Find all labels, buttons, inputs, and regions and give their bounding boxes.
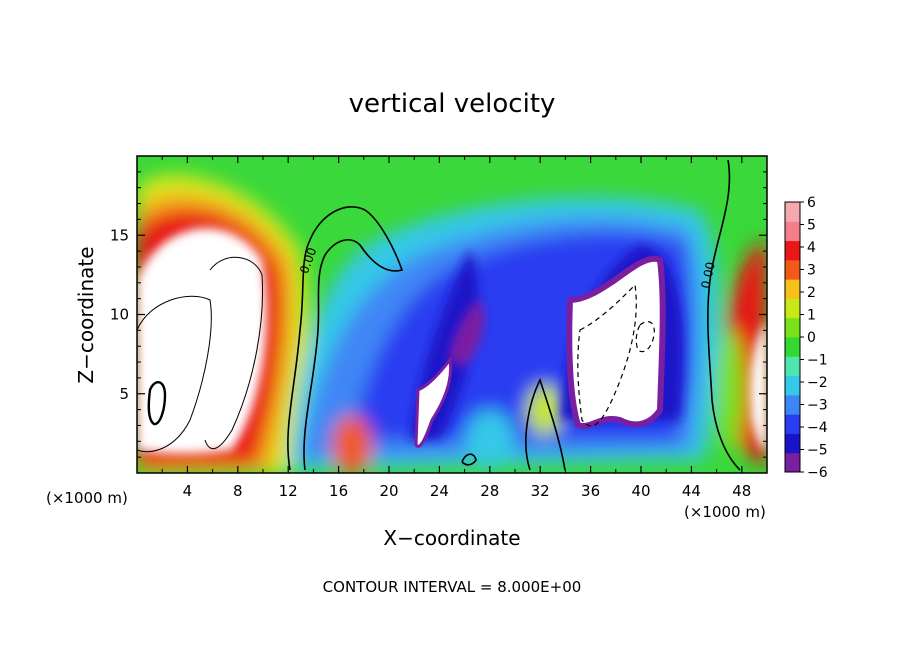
x-axis-label: X−coordinate xyxy=(383,526,520,550)
y-tick-label: 15 xyxy=(110,226,129,244)
colorbar-label: 1 xyxy=(807,308,816,324)
colorbar-swatch xyxy=(785,259,800,280)
colorbar-label: 4 xyxy=(807,240,816,256)
colorbar-swatch xyxy=(785,202,800,222)
colorbar-label: 6 xyxy=(807,195,816,211)
x-tick-label: 32 xyxy=(531,482,550,500)
colorbar-swatch xyxy=(785,221,800,242)
negative-contour-1 xyxy=(577,283,637,427)
colorbar-swatch xyxy=(785,394,800,415)
colorbar-swatch xyxy=(785,356,800,377)
zero-contour-small xyxy=(461,453,477,466)
heatmap-field xyxy=(137,156,767,473)
chart-title: vertical velocity xyxy=(349,89,556,119)
x-unit-right: (×1000 m) xyxy=(684,503,766,521)
colorbar-label: 5 xyxy=(807,218,816,234)
colorbar-label: 0 xyxy=(807,330,816,346)
colorbar-label: −1 xyxy=(807,353,828,369)
colorbar-swatch xyxy=(785,337,800,357)
colorbar-label: −4 xyxy=(807,420,828,436)
y-tick-label: 10 xyxy=(110,306,129,324)
x-tick-label: 24 xyxy=(430,482,449,500)
y-tick-label: 5 xyxy=(119,385,129,403)
right-updraft-core xyxy=(750,320,767,452)
left-core-contour-outer xyxy=(137,295,212,453)
colorbar: 6 5 4 3 2 1 0 −1 −2 −3 −4 −5 −6 xyxy=(784,195,828,481)
contour-label-right: 0.00 xyxy=(698,261,717,290)
y-axis: 5 10 15 xyxy=(110,171,767,458)
colorbar-swatch xyxy=(785,279,800,299)
x-axis: 4 8 12 16 20 24 28 32 36 40 44 48 xyxy=(161,156,751,500)
green-patch-46 xyxy=(715,330,745,450)
colorbar-label: 3 xyxy=(807,263,816,279)
x-tick-label: 44 xyxy=(682,482,701,500)
colorbar-swatch xyxy=(785,414,800,434)
x-unit-left: (×1000 m) xyxy=(46,489,128,507)
x-tick-label: 20 xyxy=(379,482,398,500)
downdraft-white-small xyxy=(414,356,453,448)
colorbar-label: −5 xyxy=(807,443,828,459)
left-core-contour-inner xyxy=(147,381,167,426)
colorbar-swatch xyxy=(785,375,800,396)
zero-contour-bottom xyxy=(525,377,566,471)
negative-contour-2 xyxy=(635,321,655,353)
colorbar-swatch xyxy=(785,452,800,473)
x-tick-label: 12 xyxy=(279,482,298,500)
contour-interval-text: CONTOUR INTERVAL = 8.000E+00 xyxy=(323,578,582,596)
colorbar-label: −3 xyxy=(807,398,828,414)
x-tick-label: 40 xyxy=(631,482,650,500)
warm-patch-17 xyxy=(332,415,372,473)
downdraft-purple-center xyxy=(450,300,485,365)
x-tick-label: 36 xyxy=(581,482,600,500)
x-tick-label: 28 xyxy=(480,482,499,500)
colorbar-label: −2 xyxy=(807,375,828,391)
colorbar-label: 2 xyxy=(807,285,816,301)
colorbar-swatch xyxy=(785,317,800,338)
x-tick-label: 48 xyxy=(732,482,751,500)
zero-contour-right xyxy=(707,159,741,471)
zero-contour-left xyxy=(287,206,404,471)
yellow-patch-31 xyxy=(527,385,563,435)
left-core-contour-outer2 xyxy=(204,256,263,450)
left-updraft-core xyxy=(137,227,267,454)
x-tick-label: 16 xyxy=(329,482,348,500)
x-tick-label: 4 xyxy=(183,482,193,500)
colorbar-swatch xyxy=(785,298,800,319)
colorbar-swatch xyxy=(785,433,800,454)
cyan-patch-28 xyxy=(465,410,515,470)
colorbar-label: −6 xyxy=(807,465,828,481)
x-tick-label: 8 xyxy=(233,482,243,500)
colorbar-swatch xyxy=(785,240,800,261)
downdraft-white-core xyxy=(566,255,666,430)
y-axis-label: Z−coordinate xyxy=(74,246,98,383)
